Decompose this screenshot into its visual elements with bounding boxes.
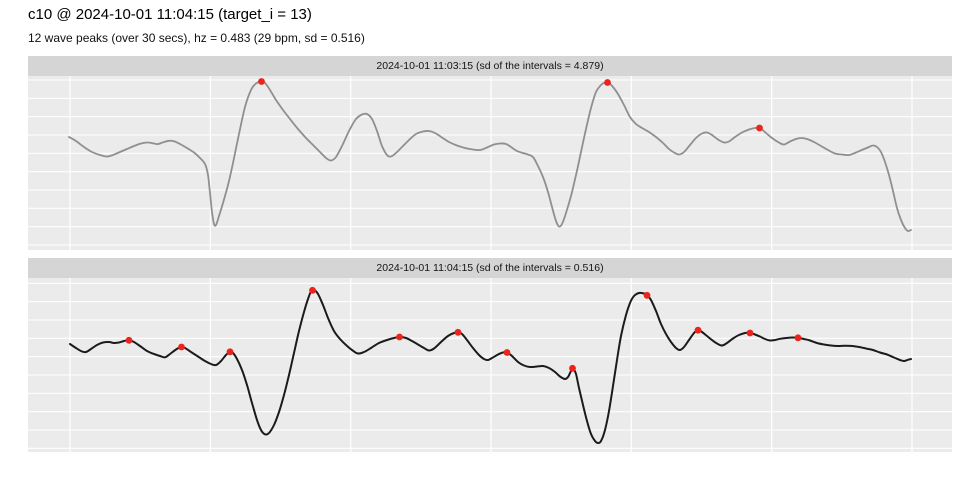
peak-marker [503, 349, 511, 356]
peak-marker [569, 364, 576, 372]
plot-title: c10 @ 2024-10-01 11:04:15 (target_i = 13… [28, 6, 312, 23]
peak-marker [258, 78, 265, 85]
peak-marker [178, 343, 185, 351]
peak-marker [604, 79, 611, 86]
peak-marker [756, 124, 763, 132]
facet-strip-1-label: 2024-10-01 11:03:15 (sd of the intervals… [376, 60, 604, 72]
facet-strip-2: 2024-10-01 11:04:15 (sd of the intervals… [28, 258, 952, 278]
peak-marker [794, 334, 802, 342]
plot-subtitle: 12 wave peaks (over 30 secs), hz = 0.483… [28, 31, 365, 45]
peak-marker [454, 328, 462, 336]
peak-marker [226, 348, 234, 356]
peak-marker [746, 329, 754, 337]
peak-marker [643, 291, 651, 299]
facet-strip-2-label: 2024-10-01 11:04:15 (sd of the intervals… [376, 262, 604, 274]
wave-signal-1-line [68, 80, 912, 232]
peak-marker [309, 286, 316, 294]
peak-marker [125, 336, 133, 344]
facet-panel-2-wave-chart [28, 278, 952, 452]
peak-marker [694, 326, 702, 334]
peak-marker [396, 333, 403, 341]
facet-strip-1: 2024-10-01 11:03:15 (sd of the intervals… [28, 56, 952, 76]
facet-panel-1-wave-chart [28, 76, 952, 250]
